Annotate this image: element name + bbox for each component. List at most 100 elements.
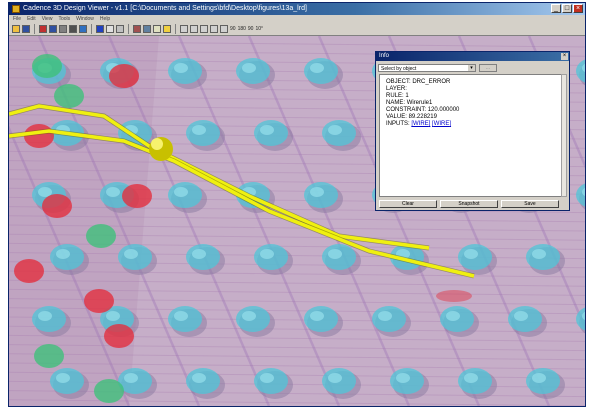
info-line-object: OBJECT: DRC_ERROR [386, 79, 451, 85]
toolbar: 90 180 90 10° [9, 23, 585, 36]
info-icon[interactable] [96, 25, 104, 33]
menu-bar: File Edit View Tools Window Help [9, 15, 585, 23]
pcb-pad [576, 307, 585, 331]
menu-edit[interactable]: Edit [27, 16, 36, 22]
open-folder-icon[interactable] [12, 25, 20, 33]
pad-highlight [56, 249, 70, 259]
pad-highlight [192, 373, 206, 383]
info-title-bar[interactable]: Info × [376, 52, 569, 61]
toolbar-separator [128, 24, 129, 34]
pad-highlight [582, 187, 585, 197]
page-icon[interactable] [106, 25, 114, 33]
info-line-rule: RULE: 1 [386, 93, 409, 99]
pcb-via [109, 64, 139, 88]
toolbar-separator [34, 24, 35, 34]
pad-highlight [174, 187, 188, 197]
snapshot-button[interactable]: Snapshot [440, 200, 498, 208]
pad-highlight [106, 187, 120, 197]
menu-window[interactable]: Window [76, 16, 94, 22]
save-button[interactable]: Save [501, 200, 559, 208]
camera-icon[interactable] [69, 25, 77, 33]
info-line-name: NAME: Wirerule1 [386, 100, 433, 106]
pcb-via [86, 224, 116, 248]
help-icon[interactable] [116, 25, 124, 33]
toolbar-separator [91, 24, 92, 34]
pad-highlight [56, 373, 70, 383]
toolbar-separator [175, 24, 176, 34]
menu-file[interactable]: File [13, 16, 22, 22]
chevron-down-icon[interactable]: ▾ [468, 65, 475, 71]
highlight-icon[interactable] [163, 25, 171, 33]
pad-highlight [174, 311, 188, 321]
fit-view-icon[interactable] [220, 25, 228, 33]
title-bar[interactable]: Cadence 3D Design Viewer - v1.1 [C:\Docu… [9, 3, 585, 15]
pad-highlight [582, 63, 585, 73]
app-window: Cadence 3D Design Viewer - v1.1 [C:\Docu… [8, 2, 586, 407]
menu-tools[interactable]: Tools [58, 16, 71, 22]
layer-red-icon[interactable] [39, 25, 47, 33]
rotate-icon[interactable] [143, 25, 151, 33]
zoom-icon[interactable] [153, 25, 161, 33]
browse-button[interactable]: ... [479, 64, 497, 72]
close-button[interactable]: × [573, 4, 583, 13]
side-view-icon[interactable] [200, 25, 208, 33]
pad-highlight [582, 311, 585, 321]
layer-blue-icon[interactable] [49, 25, 57, 33]
drc-marker-highlight [151, 138, 163, 150]
pad-highlight [310, 187, 324, 197]
pcb-trace [9, 353, 585, 361]
info-line-constraint: CONSTRAINT: 120.000000 [386, 107, 460, 113]
select-icon[interactable] [133, 25, 141, 33]
pad-highlight [242, 311, 256, 321]
pad-highlight [464, 249, 478, 259]
maximize-button[interactable]: □ [562, 4, 572, 13]
info-window: Info × Select by object ▾ ... OBJECT: DR… [375, 51, 570, 211]
pcb-trace [9, 279, 585, 287]
pcb-trace [317, 36, 481, 406]
pcb-trace [9, 206, 585, 214]
pad-highlight [464, 373, 478, 383]
front-view-icon[interactable] [180, 25, 188, 33]
info-line-layer: LAYER: [386, 86, 407, 92]
step-angle-label[interactable]: 10° [255, 26, 264, 32]
info-close-button[interactable]: × [561, 53, 568, 60]
window-title: Cadence 3D Design Viewer - v1.1 [C:\Docu… [23, 5, 307, 12]
pad-highlight [106, 311, 120, 321]
input-link-wire-1[interactable]: [WIRE] [411, 121, 431, 127]
pad-highlight [260, 125, 274, 135]
pad-highlight [242, 63, 256, 73]
window-controls: _ □ × [551, 4, 583, 13]
print-icon[interactable] [59, 25, 67, 33]
info-line-inputs: INPUTS: [WIRE] [WIRE] [386, 121, 452, 127]
pad-highlight [124, 249, 138, 259]
pad-highlight [532, 373, 546, 383]
pcb-pad [576, 183, 585, 207]
info-text-area[interactable]: OBJECT: DRC_ERROR LAYER: RULE: 1 NAME: W… [379, 74, 562, 197]
input-link-wire-2[interactable]: [WIRE] [432, 121, 452, 127]
rotate-90-label[interactable]: 90 [230, 26, 236, 32]
rotate-90b-label[interactable]: 90 [247, 26, 254, 32]
iso-view-icon[interactable] [210, 25, 218, 33]
pad-highlight [328, 125, 342, 135]
pad-highlight [396, 373, 410, 383]
view-icon[interactable] [79, 25, 87, 33]
top-view-icon[interactable] [190, 25, 198, 33]
pad-highlight [192, 125, 206, 135]
info-scrollbar[interactable] [561, 74, 567, 197]
rotate-180-label[interactable]: 180 [237, 26, 246, 32]
pad-highlight [260, 373, 274, 383]
pcb-trace [9, 40, 585, 48]
save-icon[interactable] [22, 25, 30, 33]
select-by-dropdown[interactable]: Select by object ▾ [378, 64, 476, 72]
info-title: Info [379, 53, 390, 59]
info-button-row: Clear Snapshot Save [379, 200, 559, 208]
menu-help[interactable]: Help [99, 16, 111, 22]
pcb-trace [9, 270, 585, 278]
clear-button[interactable]: Clear [379, 200, 437, 208]
select-value: Select by object [381, 66, 417, 72]
minimize-button[interactable]: _ [551, 4, 561, 13]
menu-view[interactable]: View [41, 16, 53, 22]
pad-highlight [174, 63, 188, 73]
pad-highlight [514, 311, 528, 321]
